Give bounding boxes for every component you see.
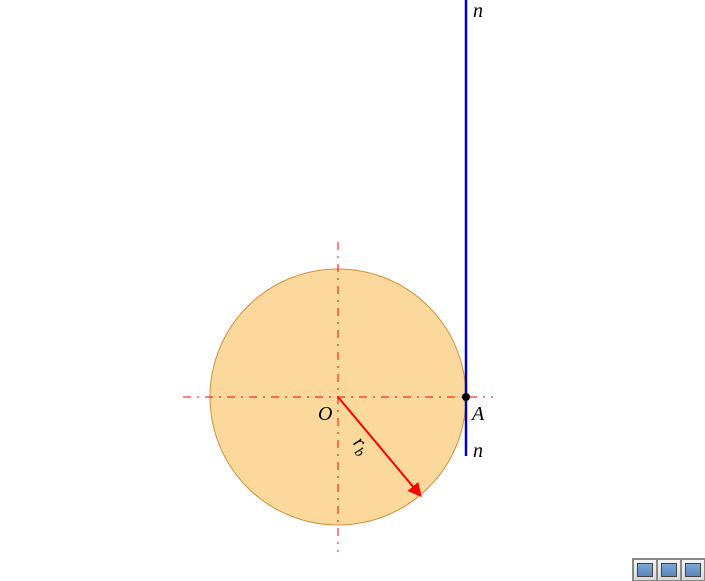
label-n-bottom: n: [473, 440, 483, 463]
label-n-top-text: n: [473, 0, 483, 22]
toolbar-button-2[interactable]: [657, 559, 681, 581]
label-O: O: [318, 403, 332, 426]
diagram-svg: [0, 0, 705, 581]
toolbar: [632, 558, 705, 581]
toolbar-button-3[interactable]: [681, 559, 705, 581]
label-n-bottom-text: n: [473, 440, 483, 462]
toolbar-button-1[interactable]: [633, 559, 657, 581]
label-A: A: [472, 403, 484, 426]
label-O-text: O: [318, 403, 332, 425]
label-n-top: n: [473, 0, 483, 23]
label-A-text: A: [472, 403, 484, 425]
